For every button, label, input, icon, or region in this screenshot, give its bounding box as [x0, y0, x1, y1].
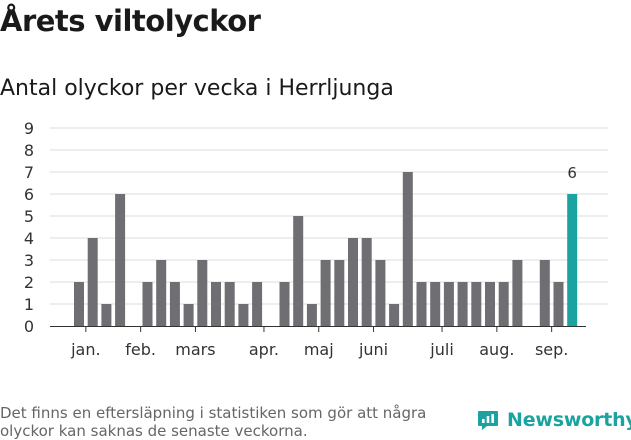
bar — [471, 282, 482, 326]
bar — [252, 282, 263, 326]
bar — [443, 282, 454, 326]
chart-title: Årets viltolyckor — [0, 4, 261, 38]
bar — [197, 260, 208, 326]
brand: Newsworthy — [476, 408, 631, 432]
bar — [389, 304, 400, 326]
bar — [142, 282, 153, 326]
y-axis-ticks: 0 1 2 3 4 5 6 7 8 9 — [24, 119, 34, 336]
x-tick-label: juli — [429, 340, 453, 359]
x-tick-label: feb. — [125, 340, 156, 359]
bar — [361, 238, 372, 326]
brand-name: Newsworthy — [507, 409, 631, 431]
bar — [115, 194, 126, 326]
bar — [402, 172, 413, 326]
x-tick-label: sep. — [535, 340, 568, 359]
y-tick-label: 3 — [24, 251, 34, 270]
bar — [183, 304, 194, 326]
x-tick-label: maj — [304, 340, 334, 359]
bar-chart: 0 1 2 3 4 5 6 7 8 9 jan. feb. mars apr. maj juni juli au… — [24, 119, 608, 359]
newsworthy-logo-icon — [478, 411, 498, 430]
y-tick-label: 6 — [24, 185, 34, 204]
y-tick-label: 7 — [24, 163, 34, 182]
bar — [87, 238, 98, 326]
x-tick-label: apr. — [249, 340, 279, 359]
bar — [169, 282, 180, 326]
bar — [279, 282, 290, 326]
x-tick-label: mars — [175, 340, 215, 359]
bar — [348, 238, 358, 326]
y-tick-label: 9 — [24, 119, 34, 138]
bar — [334, 260, 345, 326]
bar — [512, 260, 523, 326]
y-tick-label: 2 — [24, 273, 34, 292]
y-tick-label: 8 — [24, 141, 34, 160]
bar — [101, 304, 112, 326]
bar — [306, 304, 317, 326]
y-tick-label: 4 — [24, 229, 34, 248]
bar — [416, 282, 427, 326]
y-tick-label: 1 — [24, 295, 34, 314]
bar — [224, 282, 235, 326]
data-labels: 6 — [567, 164, 577, 182]
x-tick-label: jan. — [70, 340, 100, 359]
bar — [498, 282, 509, 326]
x-tick-label: juni — [358, 340, 388, 359]
bar — [156, 260, 167, 326]
bar-highlight — [567, 194, 578, 326]
bar — [375, 260, 386, 326]
x-tick-label: aug. — [479, 340, 514, 359]
bars — [74, 172, 578, 326]
bar — [211, 282, 221, 326]
bar — [74, 282, 84, 326]
bar — [553, 282, 564, 326]
x-axis-ticks: jan. feb. mars apr. maj juni juli aug. sep. — [70, 326, 568, 359]
bar — [430, 282, 441, 326]
bar — [539, 260, 550, 326]
y-tick-label: 5 — [24, 207, 34, 226]
bar — [293, 216, 304, 326]
bar — [238, 304, 249, 326]
footnote: Det finns en eftersläpning i statistiken… — [0, 404, 427, 440]
chart-subtitle: Antal olyckor per vecka i Herrljunga — [0, 76, 394, 101]
data-label: 6 — [567, 164, 577, 182]
bar — [320, 260, 331, 326]
bar — [485, 282, 495, 326]
bar — [457, 282, 468, 326]
y-tick-label: 0 — [24, 317, 34, 336]
